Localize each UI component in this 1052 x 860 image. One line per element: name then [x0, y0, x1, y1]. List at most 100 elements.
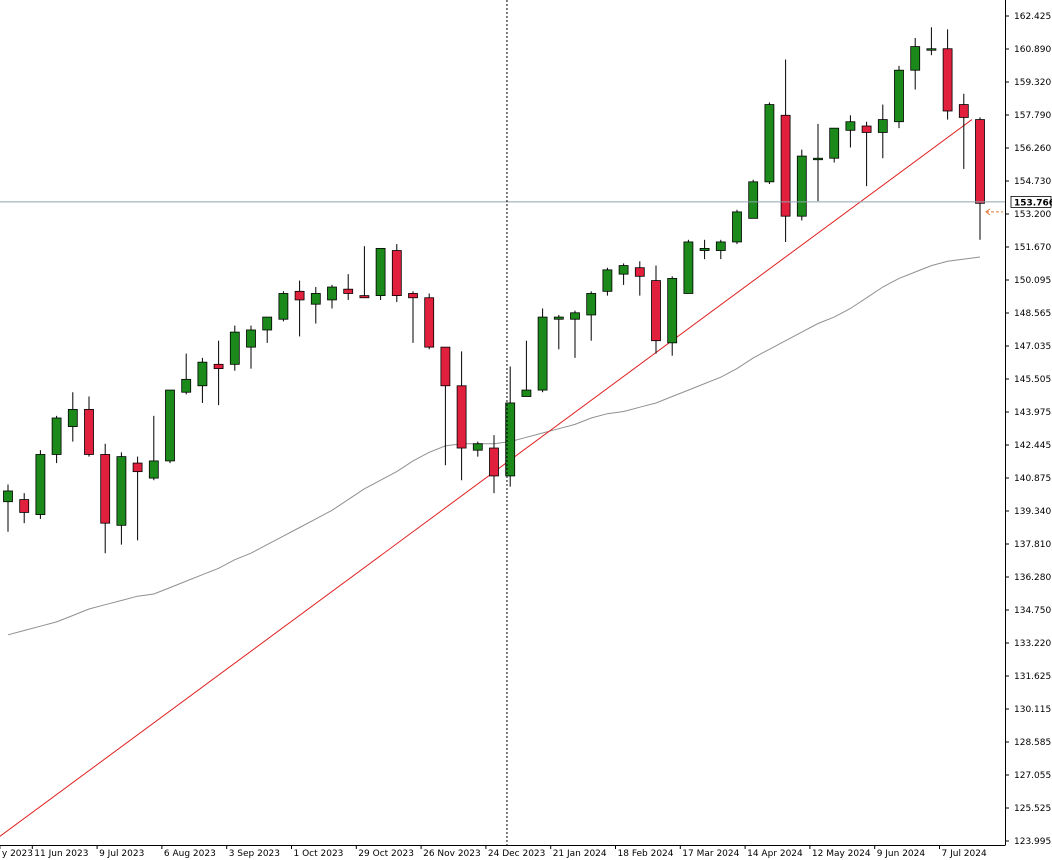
candle — [845, 115, 856, 148]
x-tick-label: 18 Feb 2024 — [618, 849, 674, 859]
candle-body — [683, 241, 694, 294]
candle-body — [310, 293, 321, 305]
y-tick-label: 160.890 — [1014, 45, 1051, 55]
candle — [489, 435, 499, 494]
candle-body — [181, 378, 192, 393]
candle — [651, 265, 661, 354]
candle-body — [570, 312, 580, 320]
y-tick-label: 145.505 — [1014, 375, 1051, 385]
candle-body — [634, 267, 645, 277]
candle-body — [424, 297, 435, 348]
candle-body — [100, 454, 111, 524]
y-tick-label: 150.095 — [1014, 276, 1051, 286]
x-tick-label: 29 Oct 2023 — [358, 849, 414, 859]
candle-body — [472, 443, 483, 451]
candle — [165, 389, 175, 464]
x-tick-label: 14 Apr 2024 — [747, 849, 803, 859]
candle-body — [67, 408, 78, 427]
candle — [780, 59, 791, 242]
candle-body — [132, 462, 143, 473]
candle-body — [35, 454, 46, 515]
candle — [894, 65, 904, 129]
candle-body — [262, 316, 273, 331]
y-tick-label: 123.995 — [1014, 837, 1051, 847]
y-tick-label: 137.810 — [1014, 540, 1051, 550]
plot-area[interactable] — [0, 0, 1005, 849]
candle-body — [278, 293, 289, 320]
candle — [910, 38, 921, 90]
candle-body — [748, 181, 759, 219]
candle — [375, 247, 386, 300]
candle — [748, 179, 759, 219]
candle — [975, 117, 985, 240]
candle-body — [537, 316, 548, 391]
candle-body — [764, 104, 775, 183]
candle-body — [894, 69, 904, 123]
candle-body — [213, 363, 224, 370]
current-price-label: 153.766 — [1014, 198, 1052, 208]
candle — [813, 123, 823, 202]
candle — [634, 261, 645, 296]
candle — [294, 280, 305, 337]
candle — [391, 244, 402, 303]
candle-body — [489, 447, 499, 477]
candle — [553, 314, 564, 350]
candle — [116, 452, 127, 545]
candle — [132, 456, 143, 541]
y-tick-label: 157.790 — [1014, 111, 1051, 121]
candle-body — [618, 265, 629, 275]
candle — [100, 443, 111, 554]
candle-body — [715, 241, 726, 251]
candle — [440, 346, 451, 466]
candle — [278, 291, 289, 322]
y-tick-label: 130.115 — [1014, 705, 1051, 715]
candle-body — [19, 499, 30, 513]
candle-body — [51, 417, 62, 455]
candle — [148, 415, 159, 481]
candle — [424, 293, 435, 350]
y-tick-label: 154.730 — [1014, 177, 1051, 187]
y-tick-label: 162.425 — [1014, 12, 1051, 22]
candle-body — [246, 329, 256, 348]
candle — [343, 274, 354, 300]
candle-body — [845, 121, 856, 131]
candle — [877, 104, 888, 159]
y-tick-label: 142.445 — [1014, 441, 1051, 451]
candle — [537, 308, 548, 393]
candle-body — [699, 247, 710, 251]
candle-body — [926, 48, 937, 51]
candle — [19, 493, 30, 524]
candle-body — [148, 460, 159, 479]
x-tick-label: 3 Sep 2023 — [229, 849, 280, 859]
candle-body — [667, 278, 678, 344]
y-tick-label: 133.220 — [1014, 639, 1051, 649]
candle — [570, 310, 580, 358]
candle-body — [229, 331, 240, 365]
candle-body — [197, 361, 208, 387]
y-tick-label: 159.320 — [1014, 78, 1051, 88]
candle — [683, 239, 694, 294]
candle-body — [829, 127, 840, 159]
candle — [181, 353, 192, 395]
y-tick-label: 128.585 — [1014, 738, 1051, 748]
y-tick-label: 127.055 — [1014, 771, 1051, 781]
y-tick-label: 125.525 — [1014, 804, 1051, 814]
x-tick-label: 11 Jun 2023 — [34, 849, 88, 859]
candle-body — [813, 157, 823, 161]
y-tick-label: 139.340 — [1014, 507, 1051, 517]
candle-body — [359, 295, 370, 299]
candle-body — [165, 389, 175, 462]
candle-body — [456, 385, 467, 449]
candle-body — [796, 155, 807, 217]
candle — [51, 415, 62, 464]
candle-body — [375, 247, 386, 297]
candle-body — [553, 316, 564, 320]
x-tick-label: y 2023 — [2, 849, 33, 859]
candle — [246, 325, 256, 369]
candle-body — [505, 402, 516, 477]
candle — [213, 340, 224, 406]
candle-body — [3, 490, 13, 503]
